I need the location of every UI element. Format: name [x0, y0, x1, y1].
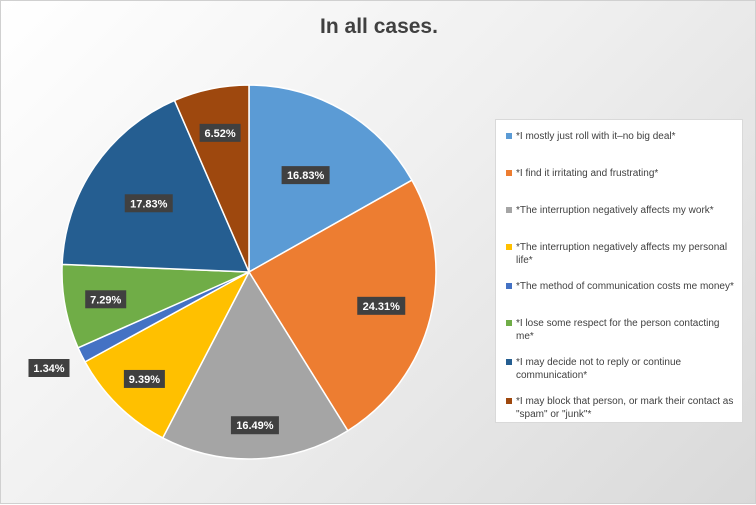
data-label: 7.29%: [85, 290, 127, 309]
data-label-box: [85, 290, 127, 309]
legend-item: *I may block that person, or mark their …: [506, 395, 736, 421]
legend-item: *The interruption negatively affects my …: [506, 204, 736, 217]
pie-slice: [83, 270, 251, 439]
legend-swatch: [506, 244, 512, 250]
data-label-box: [123, 369, 165, 388]
data-label-box: [199, 123, 241, 142]
legend-swatch: [506, 398, 512, 404]
pie-slice: [161, 270, 349, 460]
legend-swatch: [506, 207, 512, 213]
legend-swatch: [506, 133, 512, 139]
pie-slice: [247, 179, 437, 432]
legend-swatch: [506, 359, 512, 365]
data-label-text: 16.83%: [287, 170, 325, 182]
data-label: 16.49%: [230, 416, 279, 435]
legend-label: *I mostly just roll with it–no big deal*: [516, 131, 676, 142]
data-label-text: 17.83%: [130, 198, 168, 210]
legend-label: *I may block that person, or mark their …: [516, 396, 734, 420]
data-label-box: [124, 194, 173, 213]
data-label-box: [28, 359, 70, 377]
pie-slice: [248, 84, 413, 274]
data-label-text: 7.29%: [90, 294, 121, 306]
legend-item: *The interruption negatively affects my …: [506, 241, 736, 267]
data-label: 1.34%: [28, 359, 70, 377]
data-label: 9.39%: [123, 369, 165, 388]
legend: *I mostly just roll with it–no big deal*…: [495, 119, 743, 423]
data-label: 24.31%: [357, 296, 406, 315]
legend-swatch: [506, 320, 512, 326]
legend-label: *The interruption negatively affects my …: [516, 242, 728, 266]
legend-label: *The interruption negatively affects my …: [516, 205, 714, 216]
data-label: 6.52%: [199, 123, 241, 142]
data-label-text: 6.52%: [204, 128, 235, 140]
data-label-text: 24.31%: [363, 301, 401, 313]
data-label-box: [281, 166, 330, 185]
legend-label: *I lose some respect for the person cont…: [516, 318, 720, 342]
legend-item: *I may decide not to reply or continue c…: [506, 356, 736, 382]
data-label-text: 9.39%: [129, 374, 160, 386]
chart-title: In all cases.: [320, 15, 438, 38]
legend-label: *The method of communication costs me mo…: [516, 281, 734, 292]
legend-swatch: [506, 170, 512, 176]
data-label-box: [357, 296, 406, 315]
data-label: 16.83%: [281, 166, 330, 185]
data-label: 17.83%: [124, 194, 173, 213]
data-label-text: 16.49%: [236, 420, 274, 432]
legend-label: *I find it irritating and frustrating*: [516, 168, 659, 179]
legend-item: *I find it irritating and frustrating*: [506, 167, 736, 180]
legend-swatch: [506, 283, 512, 289]
data-label-box: [230, 416, 279, 435]
pie-slice: [61, 99, 251, 273]
legend-label: *I may decide not to reply or continue c…: [516, 357, 682, 381]
data-label-text: 1.34%: [33, 363, 64, 375]
legend-item: *The method of communication costs me mo…: [506, 280, 736, 293]
legend-item: *I lose some respect for the person cont…: [506, 317, 736, 343]
legend-item: *I mostly just roll with it–no big deal*: [506, 130, 736, 143]
